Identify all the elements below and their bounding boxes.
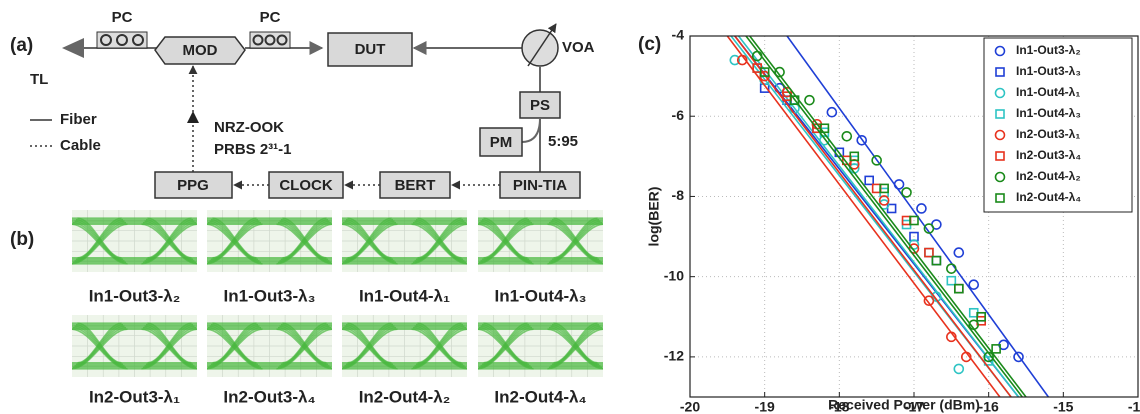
x-axis-label: Received Power (dBm) [828, 397, 980, 413]
eye-diagram [478, 210, 604, 272]
dut-label: DUT [355, 41, 386, 58]
legend: In1-Out3-λ₂ In1-Out3-λ₃ In1-Out4-λ₁ In1-Out… [984, 38, 1132, 212]
signal-label: PRBS 2³¹-1 [214, 141, 292, 158]
x-tick-label: -20 [680, 399, 700, 414]
tl-label: TL [30, 71, 48, 88]
voa-label: VOA [562, 39, 595, 56]
ps-label: PS [530, 97, 550, 114]
mod-label: MOD [183, 42, 218, 59]
legend-label: In2-Out3-λ₄ [1016, 148, 1081, 162]
panel-label: (b) [10, 229, 34, 250]
pm-label: PM [490, 134, 513, 151]
ratio-label: 5:95 [548, 133, 578, 150]
eye-diagram [342, 210, 468, 272]
eye-label: In1-Out4-λ₃ [495, 286, 587, 305]
y-tick-label: -8 [672, 187, 685, 203]
arrow-icon [187, 111, 199, 123]
pc-icon [97, 32, 147, 48]
eye-label: In2-Out4-λ₂ [359, 387, 451, 406]
fiber [522, 118, 540, 142]
eye-label: In1-Out4-λ₁ [359, 286, 450, 305]
pin-tia-label: PIN-TIA [513, 177, 567, 194]
eye-label: In2-Out3-λ₁ [89, 387, 180, 406]
eye-label: In2-Out3-λ₄ [223, 387, 315, 406]
y-tick-label: -10 [664, 267, 684, 283]
legend-label: Cable [60, 137, 101, 154]
eye-diagram [342, 315, 468, 377]
eye-diagram [478, 315, 604, 377]
y-tick-label: -6 [672, 107, 685, 123]
panel-label: (a) [10, 35, 33, 56]
legend-label: In1-Out3-λ₃ [1016, 64, 1081, 78]
y-axis-label: log(BER) [646, 187, 662, 247]
pc-label: PC [112, 9, 133, 26]
eye-diagram [72, 315, 198, 377]
setup-diagram: TL PC MOD PC DUT VOA PS PM 5:95 PPG CLOC… [30, 9, 595, 198]
x-tick-label: -19 [755, 399, 775, 414]
legend-label: In1-Out3-λ₂ [1016, 43, 1081, 57]
eye-label: In1-Out3-λ₂ [89, 286, 181, 305]
signal-label: NRZ-OOK [214, 119, 284, 136]
pc-label: PC [260, 9, 281, 26]
legend-label: In1-Out4-λ₃ [1016, 106, 1081, 120]
pc-icon [250, 32, 290, 48]
eye-diagram [72, 210, 198, 272]
legend-label: In2-Out4-λ₂ [1016, 169, 1081, 183]
legend-label: In1-Out4-λ₁ [1016, 85, 1080, 99]
eye-label: In1-Out3-λ₃ [224, 286, 316, 305]
eye-diagram [207, 210, 333, 272]
x-tick-label: -15 [1053, 399, 1073, 414]
y-tick-label: -4 [672, 27, 685, 43]
eye-label: In2-Out4-λ₄ [494, 387, 586, 406]
ber-chart: -20-19-18-17-16-15-14-12-10-8-6-4Receive… [646, 27, 1140, 414]
y-tick-label: -12 [664, 348, 684, 364]
legend-label: In2-Out3-λ₁ [1016, 127, 1080, 141]
laser-icon [62, 38, 84, 58]
ppg-label: PPG [177, 177, 209, 194]
clock-label: CLOCK [279, 177, 332, 194]
x-tick-label: -16 [979, 399, 999, 414]
legend-label: In2-Out4-λ₄ [1016, 190, 1081, 204]
figure: (a) (b) (c) TL PC MOD PC DUT VOA PS PM 5… [0, 0, 1140, 414]
eye-diagrams: In1-Out3-λ₂ In1-Out3-λ₃ In1-Out4-λ₁ In1-Out… [72, 210, 604, 406]
bert-label: BERT [395, 177, 436, 194]
x-tick-label: -14 [1128, 399, 1140, 414]
legend-label: Fiber [60, 111, 97, 128]
eye-diagram [207, 315, 333, 377]
panel-label: (c) [638, 34, 661, 55]
